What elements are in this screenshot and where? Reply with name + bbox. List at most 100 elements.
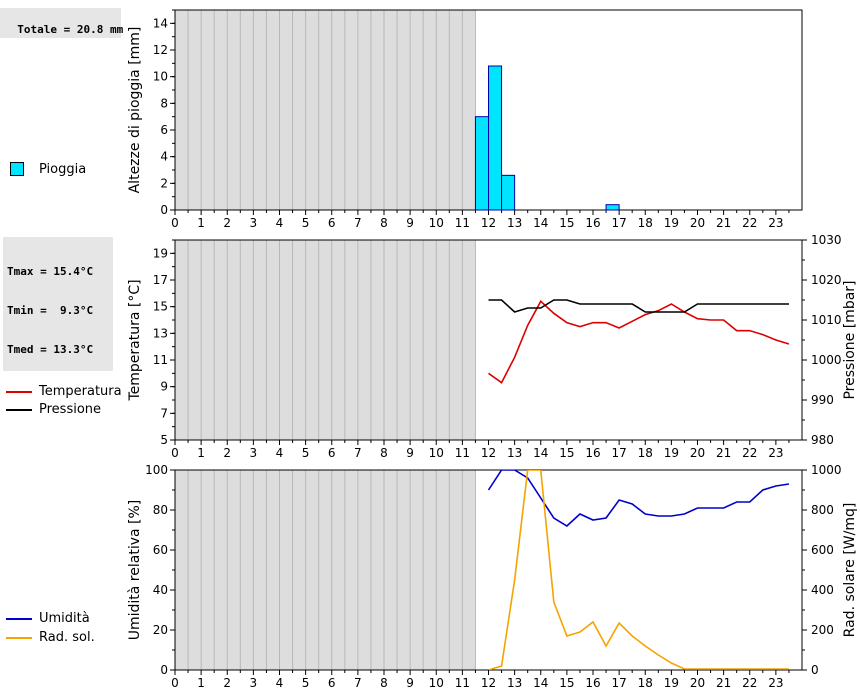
pressure-legend-label: Pressione	[39, 402, 102, 417]
temperature-legend-line	[6, 391, 32, 393]
x-tick-label: 19	[664, 216, 679, 230]
y-tick-label: 10	[153, 70, 168, 84]
y2-axis-label: Pressione [mbar]	[842, 280, 858, 399]
y2-tick-label: 990	[811, 393, 834, 407]
x-tick-label: 11	[455, 446, 470, 460]
y2-tick-label: 200	[811, 623, 834, 637]
pressure-line	[488, 299, 789, 313]
x-tick-label: 3	[250, 676, 258, 690]
x-tick-label: 2	[223, 676, 231, 690]
x-tick-label: 12	[481, 446, 496, 460]
x-tick-label: 15	[559, 216, 574, 230]
humidity-legend-line	[6, 618, 32, 620]
x-tick-label: 4	[276, 216, 284, 230]
y-tick-label: 4	[160, 150, 168, 164]
x-tick-label: 14	[533, 446, 548, 460]
y-tick-label: 17	[153, 273, 168, 287]
x-tick-label: 16	[585, 216, 600, 230]
x-tick-label: 7	[354, 676, 362, 690]
y-tick-label: 9	[160, 380, 168, 394]
x-tick-label: 15	[559, 676, 574, 690]
x-tick-label: 6	[328, 216, 336, 230]
y2-tick-label: 980	[811, 433, 834, 447]
y-tick-label: 12	[153, 43, 168, 57]
x-tick-label: 13	[507, 446, 522, 460]
y2-tick-label: 1000	[811, 353, 842, 367]
x-tick-label: 9	[406, 216, 414, 230]
rain-legend-label: Pioggia	[39, 162, 87, 177]
y2-axis-label: Rad. solare [W/mq]	[842, 503, 858, 638]
x-tick-label: 0	[171, 676, 179, 690]
no-data-region	[175, 10, 476, 210]
y2-tick-label: 1020	[811, 273, 842, 287]
x-tick-label: 18	[638, 216, 653, 230]
y-tick-label: 0	[160, 663, 168, 677]
x-tick-label: 17	[611, 676, 626, 690]
x-tick-label: 1	[197, 216, 205, 230]
x-tick-label: 0	[171, 446, 179, 460]
y2-tick-label: 600	[811, 543, 834, 557]
x-tick-label: 20	[690, 676, 705, 690]
x-tick-label: 21	[716, 216, 731, 230]
chart-panel-1: 0 1 2 3 4 5 6 7 8 9 10 11 12 13 14 15 16 17 18 19 20 21 22 2302…	[127, 9, 803, 230]
y-tick-label: 6	[160, 123, 168, 137]
x-tick-label: 20	[690, 446, 705, 460]
x-tick-label: 16	[585, 446, 600, 460]
x-tick-label: 8	[380, 216, 388, 230]
x-tick-label: 10	[429, 676, 444, 690]
x-tick-label: 12	[481, 216, 496, 230]
x-tick-label: 17	[611, 216, 626, 230]
x-tick-label: 22	[742, 446, 757, 460]
x-tick-label: 3	[250, 446, 258, 460]
x-tick-label: 5	[302, 446, 310, 460]
rain-bar	[488, 65, 503, 211]
humidity-line	[487, 470, 790, 527]
y2-tick-label: 1030	[811, 233, 842, 247]
tmed-text: Tmed = 13.3°C	[7, 343, 94, 356]
y-tick-label: 0	[160, 203, 168, 217]
x-tick-label: 2	[223, 446, 231, 460]
humidity-legend-label: Umidità	[39, 611, 90, 626]
x-tick-label: 23	[768, 676, 783, 690]
x-tick-label: 14	[533, 676, 548, 690]
radiation-legend-label: Rad. sol.	[39, 630, 95, 645]
x-tick-label: 0	[171, 216, 179, 230]
x-tick-label: 8	[380, 446, 388, 460]
rain-bar	[474, 116, 489, 211]
x-tick-label: 21	[716, 676, 731, 690]
temperature-stats-box: Tmax = 15.4°C Tmin = 9.3°C Tmed = 13.3°C	[3, 237, 113, 371]
x-tick-label: 13	[507, 676, 522, 690]
tmax-text: Tmax = 15.4°C	[7, 265, 94, 278]
x-tick-label: 6	[328, 676, 336, 690]
x-tick-label: 18	[638, 446, 653, 460]
no-data-region	[175, 470, 476, 670]
y2-tick-label: 1000	[811, 463, 842, 477]
x-tick-label: 1	[197, 676, 205, 690]
x-tick-label: 9	[406, 446, 414, 460]
y2-tick-label: 800	[811, 503, 834, 517]
x-tick-label: 23	[768, 216, 783, 230]
x-tick-label: 2	[223, 216, 231, 230]
y-tick-label: 2	[160, 176, 168, 190]
y2-tick-label: 1010	[811, 313, 842, 327]
rain-legend-swatch	[10, 162, 24, 176]
temperature-legend-label: Temperatura	[39, 384, 122, 399]
x-tick-label: 12	[481, 676, 496, 690]
rain-bar	[501, 174, 516, 211]
y-tick-label: 15	[153, 300, 168, 314]
radiation-legend-line	[6, 637, 32, 639]
x-tick-label: 10	[429, 216, 444, 230]
x-tick-label: 6	[328, 446, 336, 460]
rain-bar	[605, 204, 620, 211]
y-tick-label: 19	[153, 246, 168, 260]
y-tick-label: 8	[160, 96, 168, 110]
y-tick-label: 40	[153, 583, 168, 597]
x-tick-label: 19	[664, 676, 679, 690]
y-axis-label: Temperatura [°C]	[127, 279, 143, 401]
x-tick-label: 15	[559, 446, 574, 460]
chart-panel-3: 0 1 2 3 4 5 6 7 8 9 10 11 12 13 14 15 16 17 18 19 20 21 22 2302…	[127, 463, 858, 690]
y2-tick-label: 400	[811, 583, 834, 597]
y-tick-label: 7	[160, 406, 168, 420]
x-tick-label: 23	[768, 446, 783, 460]
x-tick-label: 4	[276, 446, 284, 460]
